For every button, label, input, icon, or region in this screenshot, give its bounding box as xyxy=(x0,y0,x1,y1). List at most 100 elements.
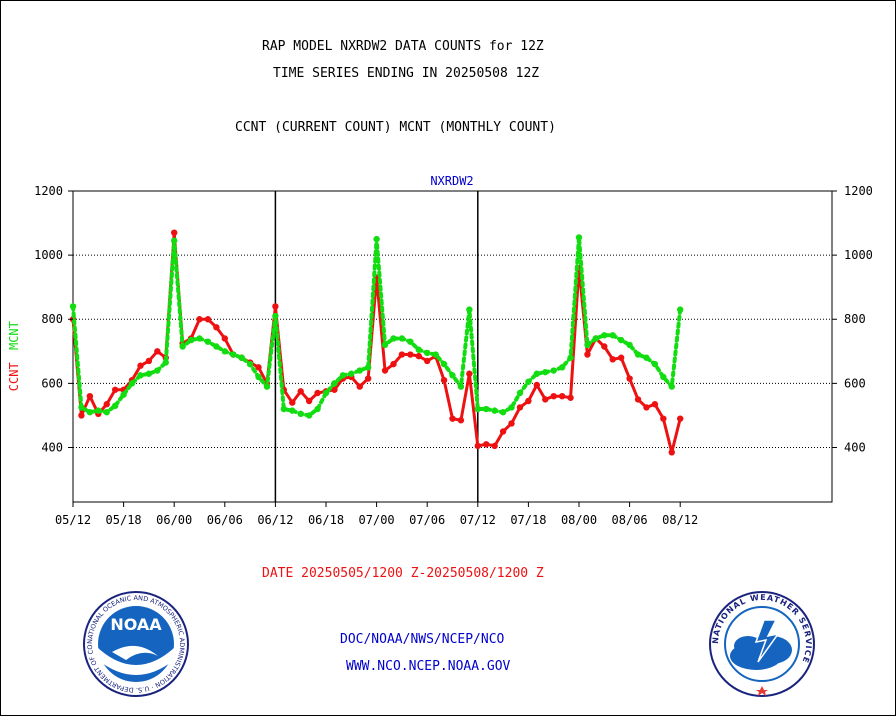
x-tick-label: 06/18 xyxy=(308,513,344,527)
x-tick-label: 06/00 xyxy=(156,513,192,527)
point-mcnt xyxy=(103,409,110,416)
point-mcnt xyxy=(289,407,296,414)
point-ccnt xyxy=(617,354,625,361)
point-ccnt xyxy=(567,394,574,401)
series-line-mcnt xyxy=(71,235,683,418)
y-tick-label: 1000 xyxy=(34,248,63,262)
y-tick-label-right: 800 xyxy=(844,312,866,326)
point-ccnt xyxy=(542,396,549,403)
point-ccnt xyxy=(516,404,524,411)
point-mcnt xyxy=(297,410,304,418)
x-tick-label: 08/00 xyxy=(561,513,597,527)
point-ccnt xyxy=(213,324,220,331)
point-ccnt xyxy=(272,303,279,310)
y-tick-label: 800 xyxy=(41,312,63,326)
point-mcnt xyxy=(533,370,541,377)
point-ccnt xyxy=(154,348,161,355)
point-mcnt xyxy=(424,349,431,357)
nws-logo[interactable]: NATIONAL WEATHER SERVICE xyxy=(708,590,816,698)
point-mcnt xyxy=(643,354,650,361)
point-ccnt xyxy=(145,357,153,365)
point-mcnt xyxy=(137,372,144,379)
point-mcnt xyxy=(592,335,600,342)
point-mcnt xyxy=(550,367,557,374)
point-ccnt xyxy=(449,415,456,422)
point-mcnt xyxy=(171,237,178,244)
point-mcnt xyxy=(575,234,583,241)
point-mcnt xyxy=(474,405,481,413)
point-ccnt xyxy=(86,392,94,400)
point-mcnt xyxy=(356,367,363,374)
point-ccnt xyxy=(424,357,431,365)
point-ccnt xyxy=(381,367,389,374)
point-ccnt xyxy=(601,343,608,350)
point-ccnt xyxy=(440,376,448,384)
point-mcnt xyxy=(390,335,397,342)
point-mcnt xyxy=(651,360,659,368)
point-ccnt xyxy=(651,401,659,408)
point-mcnt xyxy=(339,372,347,379)
point-ccnt xyxy=(525,397,532,405)
point-mcnt xyxy=(95,407,102,414)
point-ccnt xyxy=(305,397,313,405)
point-mcnt xyxy=(483,405,490,413)
point-ccnt xyxy=(466,370,473,377)
point-mcnt xyxy=(255,373,262,381)
point-mcnt xyxy=(381,341,389,349)
point-mcnt xyxy=(373,235,380,243)
point-ccnt xyxy=(634,396,642,403)
point-ccnt xyxy=(415,352,422,360)
point-mcnt xyxy=(491,407,498,414)
axis-layer: 400 400 600 600 800 800 1000 1000 1200 1200 05/12 0… xyxy=(34,184,873,527)
point-mcnt xyxy=(272,312,279,320)
point-mcnt xyxy=(584,341,591,349)
point-mcnt xyxy=(78,404,85,411)
point-ccnt xyxy=(289,399,296,406)
point-mcnt xyxy=(440,360,448,368)
point-mcnt xyxy=(230,351,237,358)
y-tick-label: 600 xyxy=(41,376,63,390)
point-mcnt xyxy=(466,306,473,313)
point-mcnt xyxy=(668,383,675,390)
point-ccnt xyxy=(474,442,481,450)
date-range: DATE 20250505/1200 Z-20250508/1200 Z xyxy=(262,566,544,581)
noaa-logo-text: NOAA xyxy=(110,615,162,634)
point-ccnt xyxy=(609,356,616,363)
point-mcnt xyxy=(626,341,633,349)
point-ccnt xyxy=(483,441,490,448)
point-ccnt xyxy=(111,386,119,393)
point-ccnt xyxy=(677,415,684,422)
point-mcnt xyxy=(69,303,77,310)
y-tick-label: 1200 xyxy=(34,184,63,198)
x-tick-label: 07/00 xyxy=(359,513,395,527)
point-ccnt xyxy=(558,392,566,400)
org-link[interactable]: DOC/NOAA/NWS/NCEP/NCO xyxy=(340,632,505,647)
point-mcnt xyxy=(314,405,321,413)
point-mcnt xyxy=(558,364,566,371)
point-mcnt xyxy=(407,338,414,345)
point-ccnt xyxy=(204,316,212,323)
y-axis-label: CCNT MCNT xyxy=(7,321,21,391)
website-link[interactable]: WWW.NCO.NCEP.NOAA.GOV xyxy=(346,659,511,674)
point-mcnt xyxy=(432,351,439,358)
y-label-ccnt: CCNT xyxy=(7,362,21,391)
y-tick-label-right: 600 xyxy=(844,376,866,390)
point-mcnt xyxy=(187,336,195,344)
point-mcnt xyxy=(204,338,212,345)
point-mcnt xyxy=(457,383,465,390)
point-mcnt xyxy=(348,370,355,377)
y-tick-label-right: 1000 xyxy=(844,248,873,262)
plot-area-border xyxy=(72,190,833,503)
point-ccnt xyxy=(398,351,406,358)
point-ccnt xyxy=(196,316,203,323)
point-mcnt xyxy=(398,335,406,342)
point-mcnt xyxy=(246,360,254,368)
series-layer xyxy=(69,229,684,456)
point-ccnt xyxy=(331,386,338,393)
point-mcnt xyxy=(609,332,616,339)
point-mcnt xyxy=(145,370,153,377)
point-mcnt xyxy=(634,351,642,358)
noaa-logo[interactable]: NOAA NATIONAL OCEANIC AND ATMOSPHERIC AD… xyxy=(82,590,190,698)
chart-title-line2: TIME SERIES ENDING IN 20250508 12Z xyxy=(273,66,540,81)
x-tick-label: 08/12 xyxy=(662,513,698,527)
